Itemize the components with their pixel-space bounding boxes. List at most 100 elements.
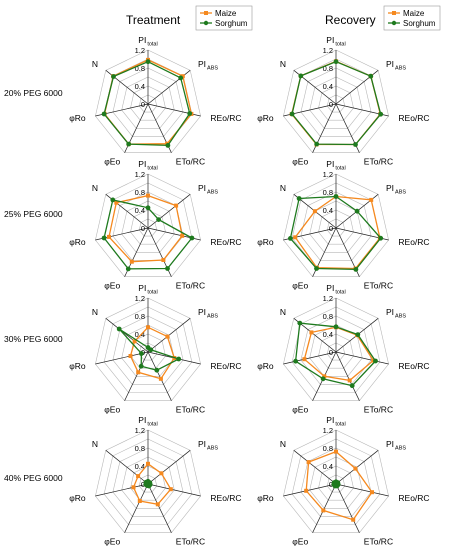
- axis-label: φEo: [292, 537, 308, 547]
- radial-tick-label: 0: [329, 480, 333, 489]
- grid-ring: [318, 85, 354, 121]
- data-point-sorghum: [354, 208, 360, 214]
- data-point-maize: [159, 471, 164, 476]
- radial-tick-label: 1.2: [135, 426, 145, 435]
- row-label-30: 30% PEG 6000: [4, 334, 63, 344]
- axis-label: ETo/RC: [364, 157, 393, 167]
- axis-label: φEo: [292, 405, 308, 415]
- series-line-maize: [129, 326, 176, 380]
- data-point-maize: [146, 193, 150, 198]
- axis-spoke: [95, 483, 149, 497]
- data-point-sorghum: [288, 236, 293, 241]
- data-point-maize: [293, 235, 298, 240]
- axis-label: PIABS: [198, 183, 218, 196]
- grid-ring: [309, 456, 363, 509]
- data-point-maize: [136, 370, 141, 375]
- axis-label: φRo: [257, 237, 274, 247]
- radial-tick-label: 0.8: [323, 312, 333, 321]
- grid-ring: [300, 67, 372, 137]
- radial-tick-label: 0.8: [323, 444, 333, 453]
- series-line-sorghum: [294, 322, 377, 387]
- data-point-sorghum: [297, 320, 303, 326]
- data-point-sorghum: [145, 205, 151, 211]
- legend-label: Sorghum: [215, 19, 248, 28]
- data-point-maize: [114, 200, 119, 205]
- axis-label: φEo: [104, 537, 120, 547]
- axis-label: φRo: [69, 361, 86, 371]
- grid-ring: [121, 76, 175, 129]
- data-point-maize: [306, 460, 311, 465]
- axis-label: PIABS: [198, 439, 218, 452]
- data-point-sorghum: [314, 141, 320, 147]
- radial-tick-label: 0.8: [135, 64, 145, 73]
- data-point-sorghum: [138, 363, 144, 369]
- grid-ring: [291, 438, 381, 525]
- series-line-maize: [108, 194, 183, 263]
- data-point-sorghum: [314, 266, 319, 271]
- grid-ring: [309, 200, 363, 253]
- data-point-maize: [132, 339, 137, 344]
- grid-ring: [318, 333, 354, 369]
- radar-chart-3: 0.4 0.8 1.2 0 PItotal PIABS REo/RC ETo/RC φEo φRo…: [69, 159, 241, 291]
- axis-label: φEo: [104, 405, 120, 415]
- column-title-recovery: Recovery: [325, 13, 376, 27]
- axis-label: ETo/RC: [364, 405, 393, 415]
- axis-label: ETo/RC: [176, 405, 205, 415]
- series-line-maize: [294, 195, 381, 270]
- axis-spoke: [293, 450, 337, 485]
- data-point-maize: [353, 466, 358, 471]
- data-point-maize: [369, 197, 374, 202]
- data-point-maize: [312, 209, 317, 214]
- series-line-sorghum: [103, 199, 193, 270]
- legend-box: [195, 5, 253, 31]
- axis-label: ETo/RC: [176, 281, 205, 291]
- axis-spoke: [147, 483, 201, 497]
- axis-spoke: [147, 483, 172, 533]
- data-point-maize: [165, 334, 170, 339]
- axis-label: ETo/RC: [176, 537, 205, 547]
- data-point-maize: [351, 517, 356, 522]
- axis-spoke: [283, 351, 337, 365]
- grid-ring: [95, 49, 201, 153]
- radial-tick-label: 0.4: [135, 462, 145, 471]
- data-point-sorghum: [126, 141, 132, 147]
- grid-ring: [121, 200, 175, 253]
- grid-ring: [121, 456, 175, 509]
- radial-tick-label: 1.2: [135, 294, 145, 303]
- axis-label: PItotal: [326, 159, 345, 172]
- data-point-maize: [370, 490, 374, 495]
- legend-marker: [391, 20, 397, 26]
- data-point-sorghum: [101, 111, 107, 117]
- data-point-maize: [155, 502, 160, 507]
- axis-label: REo/RC: [398, 493, 429, 503]
- legend-label: Sorghum: [403, 19, 436, 28]
- data-point-sorghum: [110, 197, 116, 203]
- data-point-maize: [131, 485, 136, 490]
- grid-ring: [318, 465, 354, 501]
- data-point-sorghum: [116, 326, 122, 332]
- series-line-sorghum: [291, 60, 382, 146]
- axis-label: PItotal: [326, 35, 345, 48]
- data-point-sorghum: [331, 480, 337, 485]
- grid-ring: [121, 324, 175, 377]
- grid-ring: [309, 76, 363, 129]
- data-point-sorghum: [355, 332, 361, 337]
- series-line-maize: [303, 326, 375, 382]
- data-point-sorghum: [373, 358, 378, 364]
- data-point-maize: [347, 378, 352, 383]
- radar-chart-8: 0.4 0.8 1.2 0 PItotal PIABS REo/RC ETo/RC φEo φRo…: [257, 415, 429, 547]
- legend-marker: [203, 20, 209, 26]
- data-point-maize: [334, 449, 338, 454]
- grid-ring: [112, 315, 184, 385]
- axis-spoke: [124, 483, 149, 533]
- data-point-sorghum: [125, 266, 131, 272]
- data-point-sorghum: [154, 367, 160, 373]
- axis-label: REo/RC: [210, 361, 241, 371]
- axis-label: ETo/RC: [176, 157, 205, 167]
- data-point-sorghum: [353, 142, 358, 147]
- radial-tick-label: 0.4: [323, 462, 333, 471]
- data-point-sorghum: [368, 73, 374, 79]
- grid-ring: [283, 49, 389, 153]
